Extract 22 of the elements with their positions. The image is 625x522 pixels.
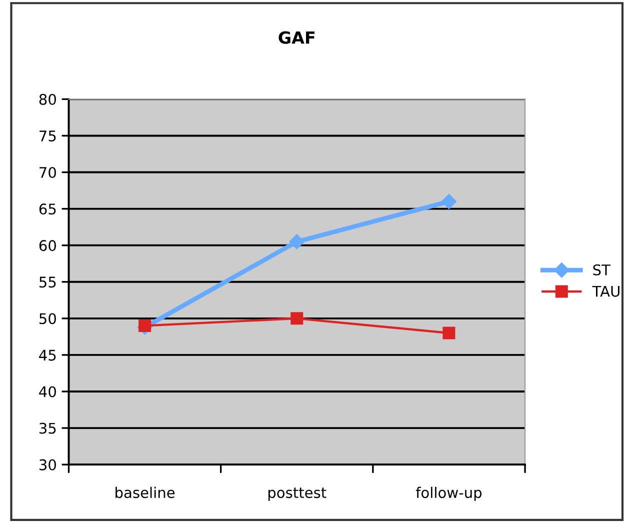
y-tick-label: 55 bbox=[40, 276, 56, 288]
y-tick-label: 45 bbox=[39, 350, 56, 361]
y-tick-label: 70 bbox=[40, 166, 56, 178]
x-tick-label: baseline bbox=[116, 486, 175, 498]
y-tick-label: 65 bbox=[39, 204, 56, 215]
y-tick-label: 50 bbox=[40, 313, 56, 324]
y-tick-label: 80 bbox=[39, 94, 56, 105]
x-tick-label: posttest bbox=[268, 488, 326, 501]
point bbox=[290, 312, 304, 325]
point bbox=[289, 234, 304, 250]
legend-label: TAU bbox=[592, 286, 620, 297]
point bbox=[441, 194, 457, 210]
chart-title: GAF bbox=[278, 31, 314, 44]
y-tick-label: 75 bbox=[40, 130, 56, 142]
y-tick-label: 35 bbox=[40, 422, 56, 434]
x-tick-label: follow-up bbox=[416, 486, 482, 501]
y-tick-label: 30 bbox=[40, 459, 56, 470]
legend-label: ST bbox=[593, 264, 610, 276]
y-tick-label: 60 bbox=[39, 240, 56, 252]
point bbox=[442, 326, 456, 340]
point bbox=[138, 319, 152, 332]
y-tick-label: 40 bbox=[39, 386, 56, 398]
